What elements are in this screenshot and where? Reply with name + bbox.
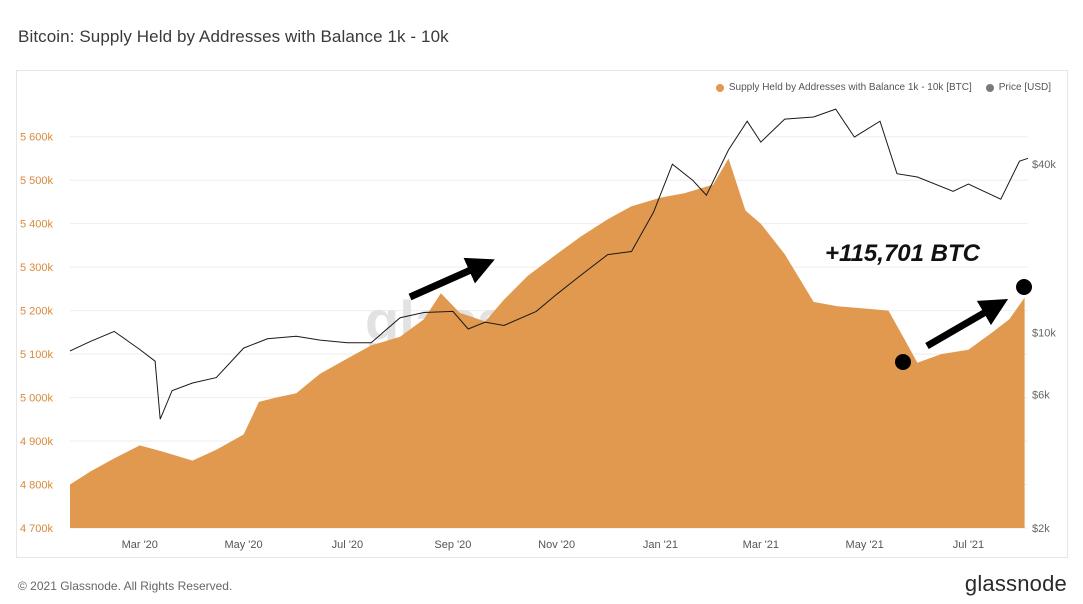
legend-label-price: Price [USD] bbox=[998, 82, 1051, 93]
x-tick-label: Jul '20 bbox=[332, 539, 363, 551]
x-tick-label: May '20 bbox=[224, 539, 262, 551]
price-line-series bbox=[69, 108, 1029, 420]
y-right-tick-label: $6k bbox=[1032, 390, 1050, 402]
chart-frame bbox=[16, 70, 1068, 558]
y-left-tick-label: 5 100k bbox=[20, 349, 54, 361]
y-right-tick-label: $10k bbox=[1032, 328, 1056, 340]
copyright-text: © 2021 Glassnode. All Rights Reserved. bbox=[18, 579, 233, 593]
y-left-tick-label: 5 200k bbox=[20, 306, 54, 318]
y-left-tick-label: 4 900k bbox=[20, 436, 54, 448]
marker-dot-high bbox=[1016, 279, 1032, 295]
legend-item-price[interactable]: Price [USD] bbox=[985, 82, 1051, 93]
y-left-tick-label: 5 000k bbox=[20, 393, 54, 405]
y-left-tick-label: 4 700k bbox=[20, 523, 54, 535]
y-left-tick-label: 5 500k bbox=[20, 175, 54, 187]
chart-legend: Supply Held by Addresses with Balance 1k… bbox=[715, 82, 1051, 93]
y-right-tick-label: $40k bbox=[1032, 159, 1056, 171]
y-left-tick-label: 4 800k bbox=[20, 480, 54, 492]
y-left-tick-label: 5 400k bbox=[20, 219, 54, 231]
marker-dot-low bbox=[895, 354, 911, 370]
x-tick-label: Sep '20 bbox=[434, 539, 471, 551]
y-left-tick-label: 5 300k bbox=[20, 262, 54, 274]
arrow-2020-rise bbox=[408, 257, 495, 301]
y-right-tick-label: $2k bbox=[1032, 523, 1050, 535]
arrow-2021-rise bbox=[925, 298, 1009, 350]
legend-label-supply: Supply Held by Addresses with Balance 1k… bbox=[728, 82, 972, 93]
x-tick-label: Jul '21 bbox=[953, 539, 984, 551]
x-tick-label: Mar '21 bbox=[743, 539, 779, 551]
x-tick-label: Mar '20 bbox=[122, 539, 158, 551]
supply-area-series bbox=[70, 158, 1025, 528]
legend-swatch-price bbox=[985, 83, 994, 92]
x-tick-label: May '21 bbox=[846, 539, 884, 551]
annotation-text: +115,701 BTC bbox=[825, 240, 981, 267]
glassnode-logo: glassnode bbox=[964, 571, 1067, 596]
legend-swatch-supply bbox=[715, 83, 724, 92]
legend-item-supply[interactable]: Supply Held by Addresses with Balance 1k… bbox=[715, 82, 972, 93]
y-left-tick-label: 5 600k bbox=[20, 132, 54, 144]
x-tick-label: Jan '21 bbox=[643, 539, 678, 551]
x-tick-label: Nov '20 bbox=[538, 539, 575, 551]
page-title: Bitcoin: Supply Held by Addresses with B… bbox=[18, 27, 449, 46]
